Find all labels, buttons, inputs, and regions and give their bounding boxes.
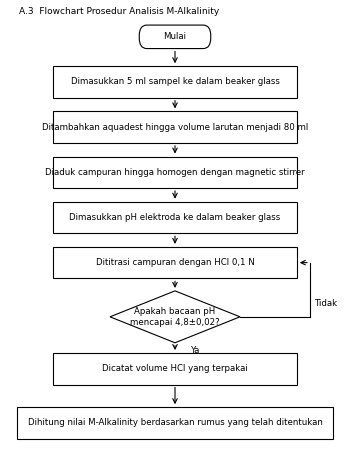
Text: Ditambahkan aquadest hingga volume larutan menjadi 80 ml: Ditambahkan aquadest hingga volume larut… [42,123,308,132]
FancyBboxPatch shape [53,353,297,385]
FancyBboxPatch shape [53,66,297,98]
FancyBboxPatch shape [53,156,297,188]
FancyBboxPatch shape [53,202,297,233]
Text: Dicatat volume HCl yang terpakai: Dicatat volume HCl yang terpakai [102,364,248,373]
Text: Ya: Ya [191,347,201,356]
Text: A.3  Flowchart Prosedur Analisis M-Alkalinity: A.3 Flowchart Prosedur Analisis M-Alkali… [19,7,219,16]
Text: Dimasukkan pH elektroda ke dalam beaker glass: Dimasukkan pH elektroda ke dalam beaker … [69,213,281,222]
Text: Dimasukkan 5 ml sampel ke dalam beaker glass: Dimasukkan 5 ml sampel ke dalam beaker g… [71,77,279,87]
Text: Mulai: Mulai [163,32,187,41]
FancyBboxPatch shape [53,111,297,143]
Text: Apakah bacaan pH
mencapai 4,8±0,02?: Apakah bacaan pH mencapai 4,8±0,02? [130,307,220,327]
Text: Tidak: Tidak [315,299,338,308]
FancyBboxPatch shape [18,407,332,439]
FancyBboxPatch shape [139,25,211,48]
Polygon shape [110,291,240,343]
Text: Diaduk campuran hingga homogen dengan magnetic stirrer: Diaduk campuran hingga homogen dengan ma… [45,168,305,177]
Text: Dihitung nilai M-Alkalinity berdasarkan rumus yang telah ditentukan: Dihitung nilai M-Alkalinity berdasarkan … [28,419,322,428]
Text: Dititrasi campuran dengan HCl 0,1 N: Dititrasi campuran dengan HCl 0,1 N [96,258,254,267]
FancyBboxPatch shape [53,247,297,279]
